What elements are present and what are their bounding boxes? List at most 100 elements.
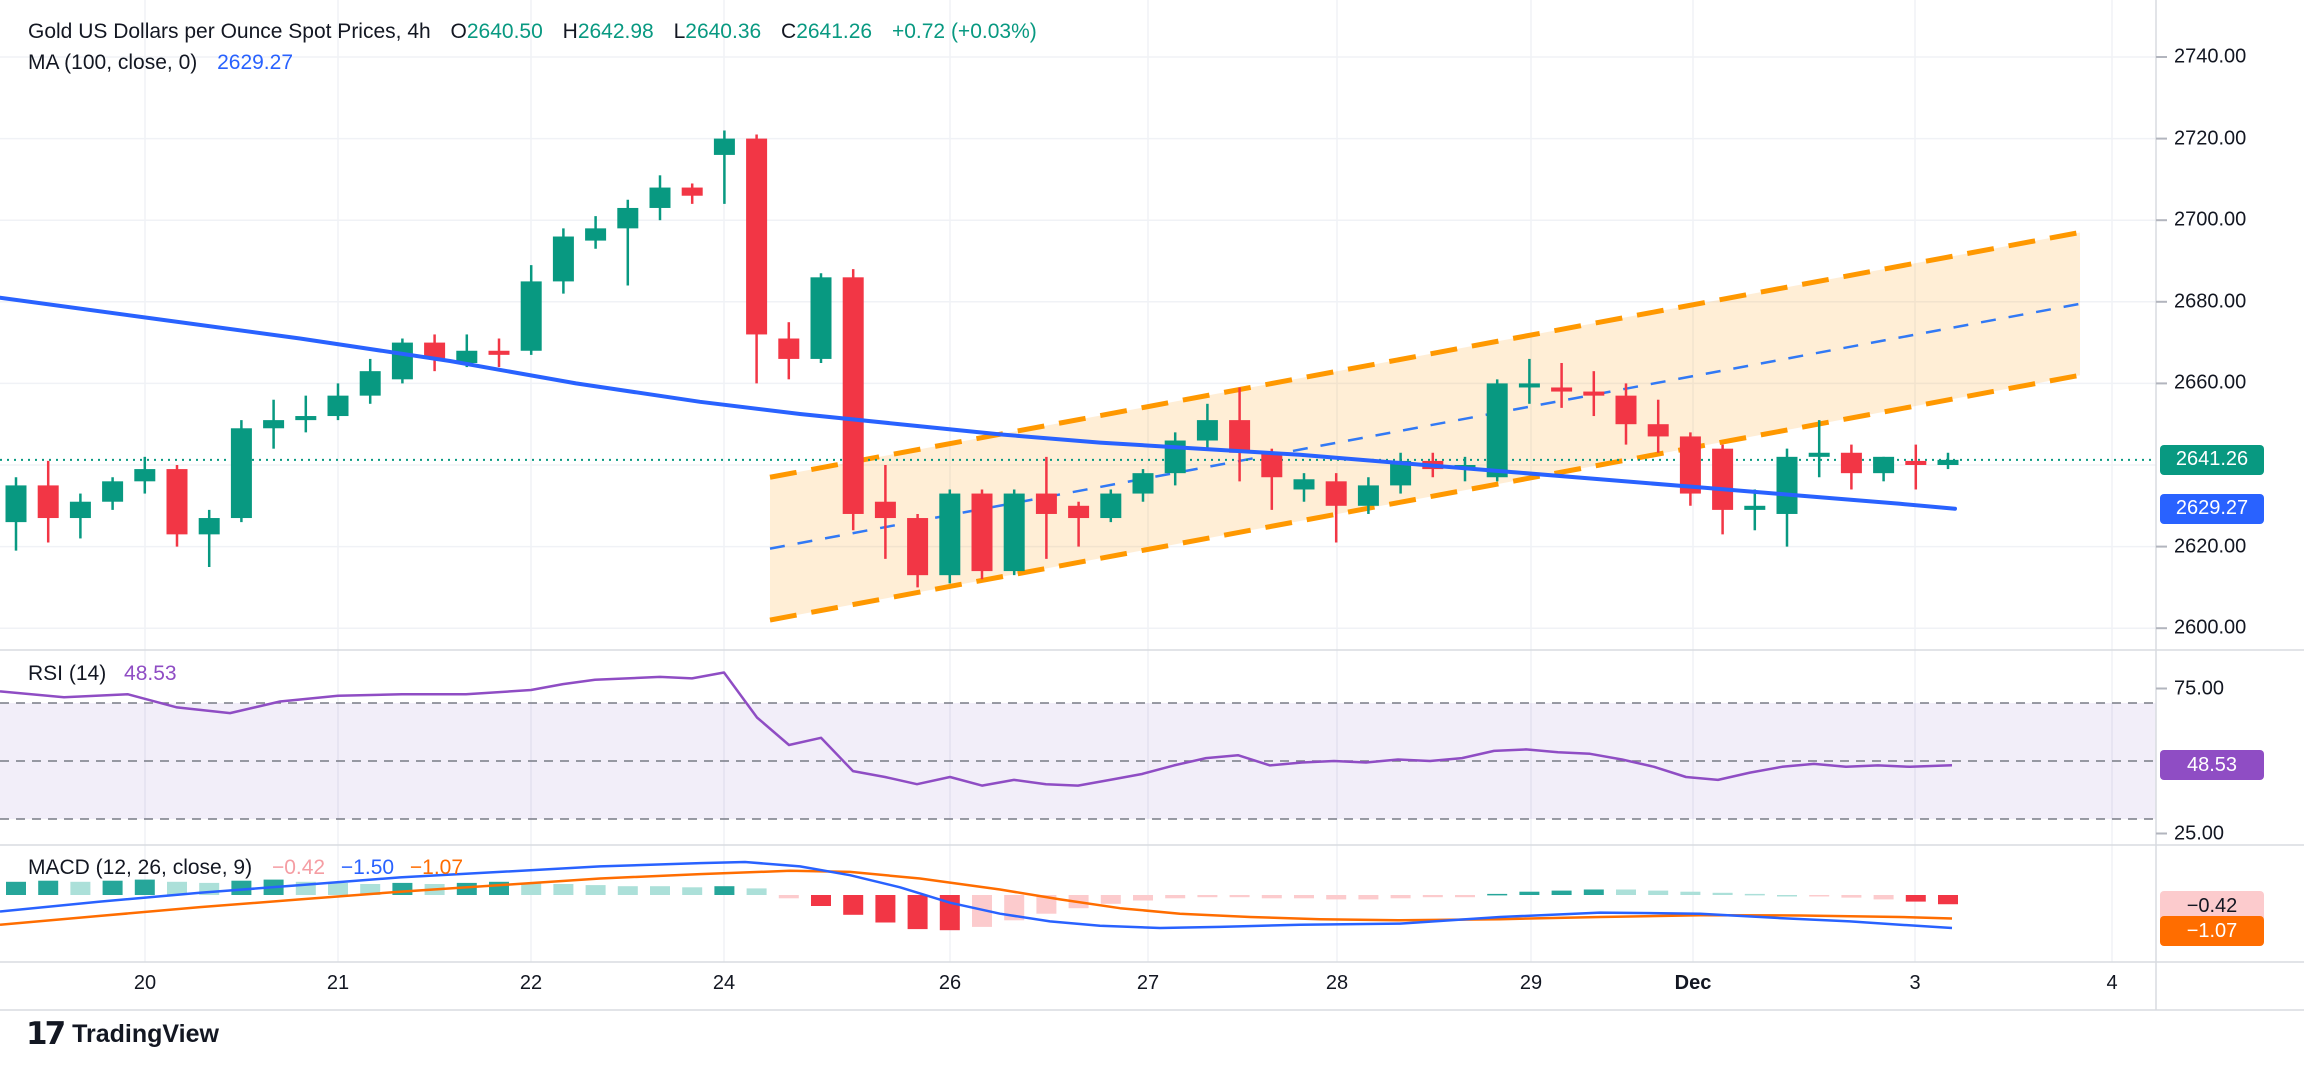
ma-indicator-value: 2629.27: [217, 51, 294, 74]
macd-histogram-bar: [70, 881, 91, 895]
candle-body: [1003, 493, 1025, 572]
macd-histogram-bar: [585, 885, 606, 895]
candle-body: [1808, 452, 1830, 457]
candle-body: [1744, 505, 1766, 510]
macd-signal-line: [0, 869, 1953, 926]
price-axis-badge: 2641.26: [2160, 444, 2264, 475]
macd-histogram-bar: [1261, 895, 1282, 899]
macd-histogram-bar: [843, 895, 864, 915]
candle-body: [1390, 460, 1412, 486]
candle-body: [391, 342, 413, 380]
ohlc-open-label: O: [450, 20, 467, 43]
candle-body: [746, 138, 768, 335]
price-axis-label: 2740.00: [2174, 45, 2247, 68]
macd-histogram-bar: [167, 881, 187, 895]
macd-histogram-bar: [1197, 895, 1218, 898]
price-axis-label: 2720.00: [2174, 127, 2247, 150]
candle-body: [907, 518, 929, 576]
macd-histogram-bar: [617, 886, 638, 895]
candle-body: [1132, 473, 1154, 494]
candle-body: [1905, 460, 1927, 465]
candle-body: [1712, 448, 1734, 510]
candle-body: [1357, 485, 1379, 506]
channel-bottom-line[interactable]: [769, 372, 2081, 623]
ohlc-high-value: 2642.98: [577, 20, 654, 43]
macd-axis-badge: −1.07: [2160, 916, 2264, 946]
regression-channel-drawing[interactable]: [769, 229, 2081, 623]
candle-body: [1035, 493, 1057, 514]
ohlc-low-value: 2640.36: [685, 20, 762, 43]
candle-body: [649, 187, 671, 208]
macd-histogram-bar: [1551, 890, 1572, 895]
macd-histogram-bar: [907, 895, 928, 930]
legend-row-symbol: Gold US Dollars per Ounce Spot Prices, 4…: [28, 16, 1037, 47]
rsi-label[interactable]: RSI (14): [28, 662, 107, 685]
macd-legend[interactable]: MACD (12, 26, close, 9) −0.42 −1.50 −1.0…: [28, 856, 463, 880]
macd-histogram-bar: [1809, 895, 1830, 897]
symbol-legend[interactable]: Gold US Dollars per Ounce Spot Prices, 4…: [28, 16, 1037, 78]
macd-histogram-bar: [1616, 889, 1636, 895]
rsi-value: 48.53: [124, 662, 177, 685]
candle-body: [1486, 383, 1508, 478]
tradingview-logo-icon: 17: [26, 1016, 66, 1052]
macd-histogram-bar: [1777, 895, 1797, 897]
tradingview-logo[interactable]: 17 TradingView: [26, 1016, 219, 1052]
candle-body: [1100, 493, 1122, 519]
macd-histogram-bar: [650, 886, 670, 895]
macd-histogram-bar: [1422, 895, 1443, 898]
time-axis-label: 26: [938, 972, 962, 994]
time-axis-label: 22: [519, 972, 543, 994]
macd-line-value: −1.50: [340, 856, 395, 879]
candle-body: [1615, 395, 1637, 425]
candle-body: [1325, 481, 1347, 506]
macd-histogram-bar: [746, 888, 767, 895]
macd-label[interactable]: MACD (12, 26, close, 9): [28, 856, 253, 879]
legend-row-ma: MA (100, close, 0) 2629.27: [28, 47, 1037, 78]
macd-histogram-bar: [1841, 895, 1862, 898]
macd-histogram-bar: [102, 880, 123, 895]
change-value: +0.72 (+0.03%): [891, 20, 1037, 43]
candle-body: [939, 493, 961, 576]
ohlc-open-value: 2640.50: [466, 20, 543, 43]
time-axis-label: 21: [326, 972, 350, 994]
macd-histogram-bar: [1294, 895, 1314, 899]
macd-histogram-bar: [1455, 895, 1475, 898]
candle-body: [681, 187, 703, 196]
macd-histogram-bar: [1165, 895, 1186, 899]
time-axis-label: 29: [1519, 972, 1543, 994]
candle-body: [810, 277, 832, 359]
candle-body: [1196, 420, 1218, 441]
time-axis-label: Dec: [1674, 972, 1712, 994]
candle-body: [5, 485, 27, 523]
time-axis-label: 20: [133, 972, 157, 994]
symbol-title[interactable]: Gold US Dollars per Ounce Spot Prices, 4…: [28, 20, 431, 43]
candle-body: [842, 277, 864, 514]
price-axis-label: 25.00: [2174, 822, 2225, 844]
candle-body: [1293, 479, 1315, 490]
time-axis-label: 28: [1325, 972, 1349, 994]
candle-body: [520, 281, 542, 351]
ma100-line: [0, 295, 1957, 511]
candle-body: [874, 501, 896, 519]
macd-histogram-bar: [1390, 895, 1411, 899]
price-axis-label: 75.00: [2174, 677, 2225, 699]
candle-body: [69, 501, 91, 519]
ma-indicator-label[interactable]: MA (100, close, 0): [28, 51, 198, 74]
macd-histogram-bar: [360, 884, 381, 895]
ohlc-close-value: 2641.26: [796, 20, 873, 43]
macd-histogram-bar: [1519, 891, 1540, 895]
macd-histogram-bar: [682, 887, 703, 895]
macd-histogram-bar: [134, 879, 155, 895]
channel-top-line[interactable]: [769, 229, 2081, 480]
macd-histogram-bar: [1583, 889, 1604, 895]
rsi-legend[interactable]: RSI (14) 48.53: [28, 662, 177, 686]
time-axis-label: 4: [2106, 972, 2118, 994]
macd-histogram-bar: [1648, 890, 1669, 895]
candle-body: [102, 481, 124, 502]
channel-fill: [770, 232, 2080, 621]
macd-histogram-bar: [1358, 895, 1379, 900]
macd-histogram-bar: [6, 881, 26, 895]
macd-histogram-bar: [1100, 895, 1121, 904]
candle-body: [1776, 456, 1798, 514]
